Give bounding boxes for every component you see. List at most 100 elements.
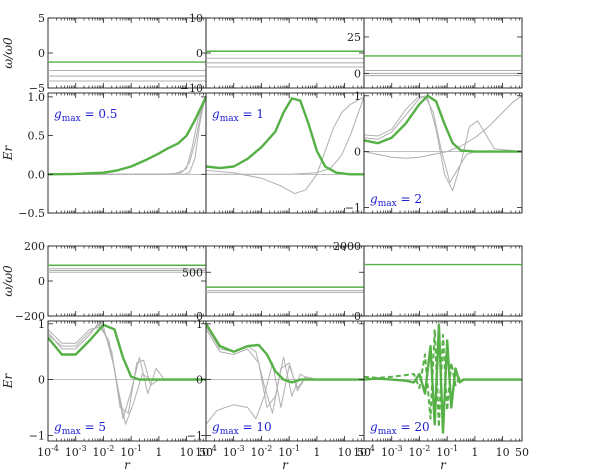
g-equals: = xyxy=(239,420,257,434)
x-tick-label: 10-2 xyxy=(251,444,273,459)
x-tick-exponent: -2 xyxy=(423,444,431,453)
x-tick-base: 10 xyxy=(120,446,134,459)
x-tick-base: 10 xyxy=(223,446,237,459)
omega-tick-label: 0 xyxy=(354,67,361,80)
excited-state-curve xyxy=(48,96,206,175)
omega-tick-label: 0 xyxy=(196,310,203,323)
omega-frame xyxy=(205,245,365,317)
x-tick-base: 10 xyxy=(436,446,450,459)
g-value: 10 xyxy=(256,420,271,434)
x-tick-label: 10-3 xyxy=(381,444,403,459)
x-tick-exponent: -3 xyxy=(237,444,245,453)
g-max-label: gmax = 5 xyxy=(54,420,106,437)
excited-state-curve xyxy=(206,329,364,408)
er-curves xyxy=(364,94,522,192)
x-tick-base: 10 xyxy=(195,446,209,459)
x-tick-label: 10-4 xyxy=(37,444,59,459)
ground-state-curve xyxy=(364,94,522,153)
er-curves xyxy=(206,323,364,425)
g-symbol: g xyxy=(370,192,378,206)
x-tick-label: 1 xyxy=(471,446,478,459)
excited-state-curve xyxy=(48,323,206,425)
omega-tick-label: 0 xyxy=(38,275,45,288)
x-tick-base: 10 xyxy=(353,446,367,459)
omega-tick-label: 0 xyxy=(354,310,361,323)
x-tick-label: 10-2 xyxy=(409,444,431,459)
er-frame xyxy=(47,92,207,214)
er-tick-label: 1 xyxy=(196,318,203,331)
excited-state-curve xyxy=(48,96,206,175)
omega-frame xyxy=(363,245,523,317)
x-tick-exponent: -2 xyxy=(107,444,115,453)
g-symbol: g xyxy=(212,420,220,434)
excited-state-curve xyxy=(364,95,522,159)
excited-state-curve xyxy=(364,95,522,183)
er-tick-label: 0.0 xyxy=(28,168,46,181)
er-curves xyxy=(48,96,206,176)
x-tick-base: 10 xyxy=(65,446,79,459)
g-symbol: g xyxy=(212,107,220,121)
g-max-label: gmax = 0.5 xyxy=(54,107,117,124)
panel-g-0.5: 5 0 −51.0 0.5 0.0 −0.5 gmax = 0.5 ω/ω0 Er xyxy=(1,12,207,220)
x-axis-label: r xyxy=(440,458,447,472)
x-tick-label: 50 xyxy=(199,446,213,459)
omega-tick-label: 0 xyxy=(196,47,203,60)
omega-tick-label: 500 xyxy=(182,266,203,279)
g-subscript: max xyxy=(378,427,397,437)
ground-state-curve xyxy=(364,323,522,434)
x-tick-exponent: -4 xyxy=(209,444,217,453)
omega-tick-label: 0 xyxy=(38,47,45,60)
er-tick-label: 0 xyxy=(38,374,45,387)
x-tick-exponent: -3 xyxy=(79,444,87,453)
x-axis-label: r xyxy=(282,458,289,472)
omega-frame xyxy=(363,17,523,89)
g-subscript: max xyxy=(220,427,239,437)
g-max-label: gmax = 10 xyxy=(212,420,272,437)
er-tick-label: 1 xyxy=(354,90,361,103)
er-frame xyxy=(363,92,523,214)
x-tick-exponent: -2 xyxy=(265,444,273,453)
er-curves xyxy=(364,323,522,434)
x-tick-label: 10-1 xyxy=(120,444,142,459)
omega-tick-label: 10 xyxy=(189,12,203,25)
er-tick-label: 0 xyxy=(354,146,361,159)
excited-state-curve xyxy=(206,326,364,414)
g-value: 1 xyxy=(256,107,264,121)
x-tick-label: 10 xyxy=(496,446,510,459)
g-max-label: gmax = 1 xyxy=(212,107,264,124)
er-curves xyxy=(48,323,206,425)
g-value: 2 xyxy=(414,192,422,206)
g-max-label: gmax = 20 xyxy=(370,420,430,437)
x-tick-label: 50 xyxy=(515,446,529,459)
er-tick-label: 0.5 xyxy=(28,130,46,143)
excited-state-curve xyxy=(206,96,364,175)
omega-tick-label: −5 xyxy=(29,82,45,95)
x-tick-label: 10-1 xyxy=(278,444,300,459)
g-equals: = xyxy=(239,107,257,121)
x-tick-base: 10 xyxy=(381,446,395,459)
excited-state-curve xyxy=(48,326,206,420)
omega-tick-label: 200 xyxy=(24,240,45,253)
x-axis-label: r xyxy=(124,458,131,472)
x-tick-label: 10-3 xyxy=(65,444,87,459)
er-tick-label: −1 xyxy=(345,201,361,214)
er-tick-label: 1.0 xyxy=(28,91,46,104)
g-equals: = xyxy=(81,420,99,434)
x-tick-exponent: -4 xyxy=(367,444,375,453)
x-tick-label: 10-2 xyxy=(93,444,115,459)
g-value: 0.5 xyxy=(98,107,117,121)
g-symbol: g xyxy=(54,420,62,434)
x-tick-label: 50 xyxy=(357,446,371,459)
ground-state-curve xyxy=(48,323,206,381)
omega-tick-label: −10 xyxy=(180,82,203,95)
g-symbol: g xyxy=(370,420,378,434)
er-axis-label: Er xyxy=(1,144,15,161)
x-tick-base: 10 xyxy=(251,446,265,459)
er-axis-label: Er xyxy=(1,372,15,389)
x-tick-label: 10 xyxy=(338,446,352,459)
g-subscript: max xyxy=(378,199,397,209)
g-subscript: max xyxy=(62,427,81,437)
